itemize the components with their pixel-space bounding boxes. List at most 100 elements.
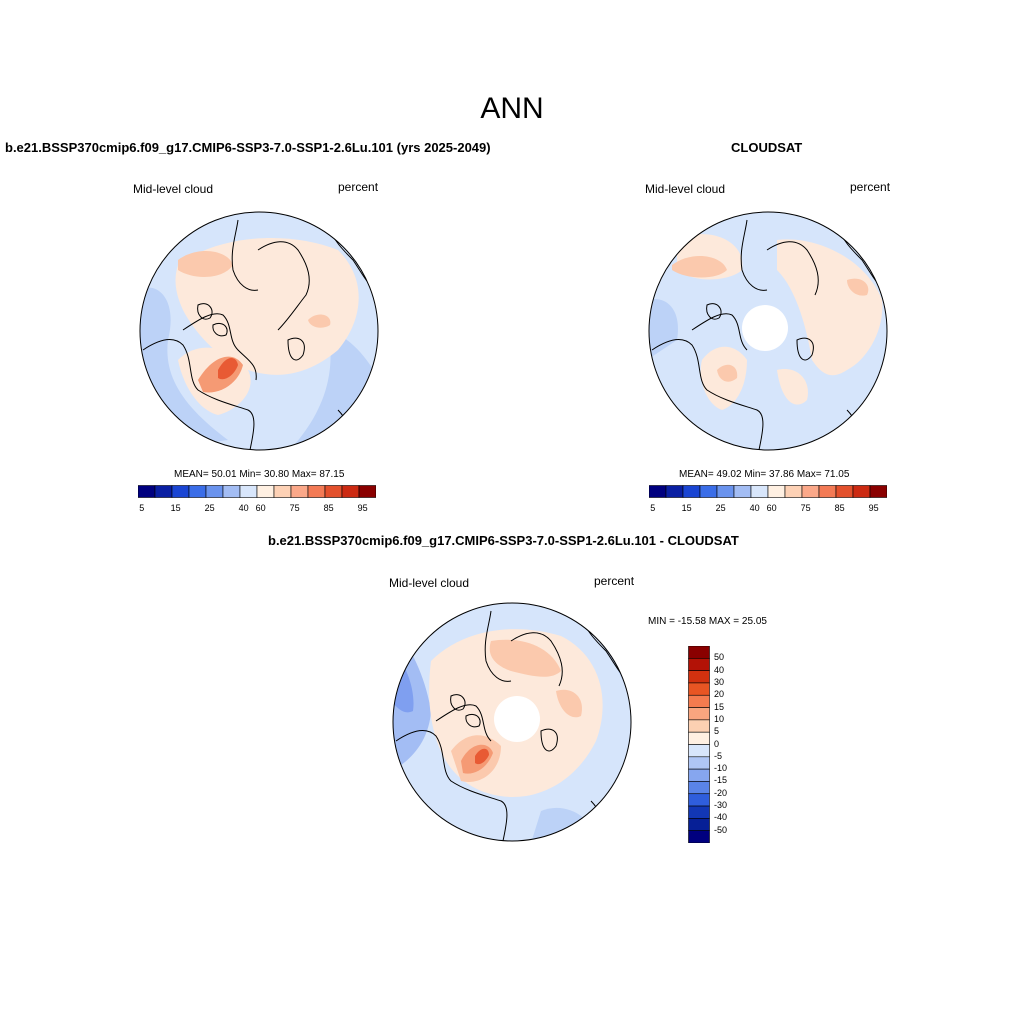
map-border xyxy=(392,602,632,842)
colorbar-swatch xyxy=(688,719,710,733)
colorbar-tick-label: -50 xyxy=(714,824,728,835)
colorbar-swatch xyxy=(688,818,710,831)
colorbar-swatch xyxy=(784,485,803,498)
colorbar-tick-label: 75 xyxy=(800,503,811,513)
diff-panel-title: b.e21.BSSP370cmip6.f09_g17.CMIP6-SSP3-7.… xyxy=(268,533,739,548)
colorbar-swatch xyxy=(239,485,258,498)
colorbar-tick-label: 10 xyxy=(714,713,725,724)
diff-colorbar xyxy=(688,646,710,843)
colorbar-tick-label: 95 xyxy=(357,503,368,513)
colorbar-swatch xyxy=(205,485,224,498)
colorbar-tick-label: 15 xyxy=(714,701,725,712)
diff-stats: MIN = -15.58 MAX = 25.05 xyxy=(648,616,767,627)
colorbar-swatch xyxy=(290,485,309,498)
colorbar-tick-label: -40 xyxy=(714,812,728,823)
map-salmon-region xyxy=(489,639,561,677)
colorbar-swatch xyxy=(649,485,667,498)
colorbar-swatch xyxy=(688,744,710,758)
map-peach-region xyxy=(777,239,883,376)
colorbar-swatch xyxy=(682,485,701,498)
colorbar-swatch xyxy=(801,485,820,498)
colorbar-tick-label: 40 xyxy=(238,503,249,513)
colorbar-swatch xyxy=(688,756,710,770)
colorbar-swatch xyxy=(138,485,156,498)
map-salmon-region xyxy=(717,364,738,382)
colorbar-swatch xyxy=(188,485,207,498)
colorbar-swatch xyxy=(256,485,275,498)
colorbar-tick-label: 5 xyxy=(139,503,145,513)
diff-polar-map xyxy=(392,602,632,842)
map-blue-region xyxy=(649,299,678,360)
colorbar-tick-label: -20 xyxy=(714,787,728,798)
colorbar-swatch xyxy=(222,485,241,498)
colorbar-tick-label: -15 xyxy=(714,775,728,786)
colorbar-swatch xyxy=(688,670,710,684)
model-colorbar-labels: 5 15 25 40 60 75 85 95 xyxy=(138,503,376,517)
colorbar-swatch xyxy=(835,485,854,498)
map-missing-data-hole xyxy=(742,305,788,351)
model-stats: MEAN= 50.01 Min= 30.80 Max= 87.15 xyxy=(174,469,345,480)
map-salmon-region xyxy=(556,689,582,718)
colorbar-swatch xyxy=(699,485,718,498)
colorbar-swatch xyxy=(358,485,376,498)
colorbar-swatch xyxy=(273,485,292,498)
colorbar-swatch xyxy=(341,485,360,498)
colorbar-swatch xyxy=(767,485,786,498)
model-variable-label: Mid-level cloud xyxy=(133,182,214,196)
colorbar-swatch xyxy=(852,485,871,498)
colorbar-swatch xyxy=(171,485,190,498)
obs-colorbar xyxy=(649,485,887,498)
map-red-core xyxy=(475,748,489,765)
colorbar-tick-label: 5 xyxy=(650,503,656,513)
colorbar-swatch xyxy=(154,485,173,498)
model-polar-map xyxy=(139,211,379,451)
model-units-label: percent xyxy=(338,180,379,194)
colorbar-swatch xyxy=(665,485,684,498)
colorbar-tick-label: 60 xyxy=(766,503,777,513)
colorbar-swatch xyxy=(688,646,710,659)
colorbar-swatch xyxy=(307,485,326,498)
obs-colorbar-labels: 5 15 25 40 60 75 85 95 xyxy=(649,503,887,517)
map-salmon-region xyxy=(847,278,869,296)
colorbar-tick-label: 50 xyxy=(714,652,725,663)
colorbar-swatch xyxy=(688,768,710,782)
colorbar-tick-label: 20 xyxy=(714,689,725,700)
model-panel-title: b.e21.BSSP370cmip6.f09_g17.CMIP6-SSP3-7.… xyxy=(5,140,491,155)
colorbar-swatch xyxy=(688,793,710,807)
diff-variable-label: Mid-level cloud xyxy=(389,576,470,590)
map-peach-region xyxy=(777,369,808,405)
map-missing-data-hole xyxy=(494,696,540,742)
colorbar-swatch xyxy=(716,485,735,498)
colorbar-swatch xyxy=(688,707,710,721)
figure-title: ANN xyxy=(480,92,544,125)
map-salmon-region xyxy=(178,250,233,277)
colorbar-swatch xyxy=(324,485,343,498)
colorbar-swatch xyxy=(688,694,710,708)
obs-panel-title: CLOUDSAT xyxy=(731,140,803,155)
colorbar-tick-label: 95 xyxy=(868,503,879,513)
model-colorbar xyxy=(138,485,376,498)
map-border xyxy=(139,211,379,451)
map-salmon-region xyxy=(308,314,331,328)
colorbar-tick-label: 15 xyxy=(170,503,181,513)
colorbar-tick-label: 0 xyxy=(714,738,720,749)
colorbar-swatch xyxy=(688,682,710,696)
diff-colorbar-labels: 50 40 30 20 15 10 5 0 -5 -10 -15 -20 -30 -40 -50 xyxy=(714,646,754,843)
diff-units-label: percent xyxy=(594,574,635,588)
colorbar-tick-label: -30 xyxy=(714,800,728,811)
colorbar-tick-label: 40 xyxy=(714,664,725,675)
map-red-core xyxy=(218,358,238,380)
colorbar-tick-label: 15 xyxy=(681,503,692,513)
map-salmon-region xyxy=(672,255,727,278)
colorbar-tick-label: 85 xyxy=(834,503,845,513)
colorbar-swatch xyxy=(688,731,710,745)
colorbar-swatch xyxy=(869,485,887,498)
obs-polar-map xyxy=(648,211,888,451)
map-border xyxy=(648,211,888,451)
colorbar-tick-label: 60 xyxy=(255,503,266,513)
colorbar-swatch xyxy=(688,805,710,819)
colorbar-tick-label: 30 xyxy=(714,676,725,687)
colorbar-swatch xyxy=(688,781,710,795)
colorbar-tick-label: 25 xyxy=(204,503,215,513)
colorbar-tick-label: 75 xyxy=(289,503,300,513)
